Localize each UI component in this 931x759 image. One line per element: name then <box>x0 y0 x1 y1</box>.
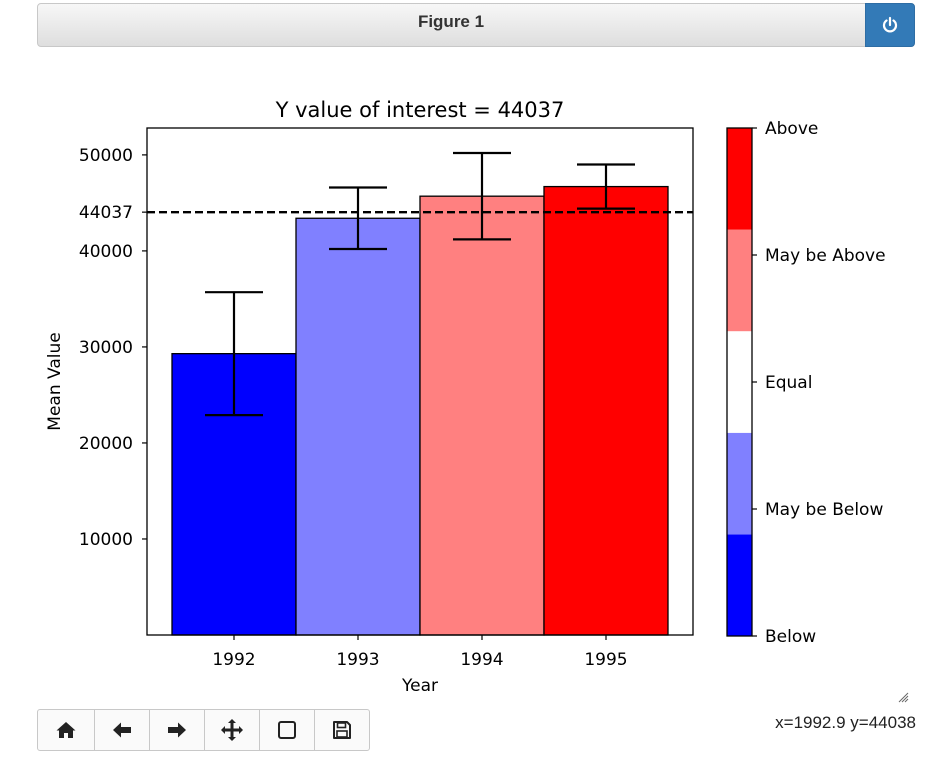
x-tick-label: 1992 <box>212 650 255 670</box>
zoom-button[interactable] <box>259 709 315 751</box>
chart[interactable]: 10000 20000 30000 40000 44037 50000 1992 1993 1… <box>0 0 931 700</box>
x-tick-label: 1994 <box>460 650 503 670</box>
y-tick-label: 50000 <box>79 146 133 166</box>
power-button[interactable] <box>865 3 915 47</box>
y-axis-label: Mean Value <box>45 332 65 430</box>
navigation-toolbar <box>37 709 370 751</box>
y-tick-label: 40000 <box>79 242 133 262</box>
colorbar-label: May be Above <box>765 246 886 266</box>
colorbar-label: Above <box>765 119 818 139</box>
y-tick-label: 10000 <box>79 530 133 550</box>
figure-titlebar: Figure 1 <box>37 3 915 47</box>
power-icon <box>882 16 898 33</box>
resize-grip-icon[interactable] <box>897 691 909 703</box>
x-axis-label: Year <box>401 676 438 696</box>
y-tick-label: 30000 <box>79 338 133 358</box>
colorbar-segment <box>727 432 752 535</box>
bar-1993 <box>295 217 421 636</box>
colorbar-segment <box>727 534 752 636</box>
square-icon <box>278 721 296 739</box>
save-button[interactable] <box>314 709 370 751</box>
bar-1995 <box>543 185 669 636</box>
arrow-right-icon <box>168 722 186 738</box>
colorbar-segment <box>727 331 752 433</box>
x-tick-label: 1993 <box>336 650 379 670</box>
error-bar-1993 <box>329 186 387 251</box>
plot-frame <box>146 127 694 636</box>
forward-button[interactable] <box>149 709 205 751</box>
home-icon <box>56 722 76 738</box>
colorbar: Below May be Below Equal May be Above Above <box>726 119 886 647</box>
colorbar-label: May be Below <box>765 500 883 520</box>
colorbar-segment <box>727 128 752 230</box>
y-tick-label: 20000 <box>79 434 133 454</box>
move-icon <box>221 719 243 741</box>
back-button[interactable] <box>94 709 150 751</box>
error-bar-1992 <box>205 291 263 417</box>
figure-title: Figure 1 <box>417 12 485 31</box>
colorbar-label: Equal <box>765 373 812 393</box>
error-bar-1994 <box>453 151 511 241</box>
colorbar-segment <box>727 229 752 332</box>
chart-title: Y value of interest = 44037 <box>275 98 565 122</box>
x-tick-label: 1995 <box>584 650 627 670</box>
y-tick-label: 44037 <box>79 203 133 223</box>
colorbar-label: Below <box>765 627 816 647</box>
save-icon <box>333 721 351 739</box>
arrow-left-icon <box>113 722 131 738</box>
bar-1994 <box>419 195 545 636</box>
error-bar-1995 <box>577 163 635 210</box>
pan-button[interactable] <box>204 709 260 751</box>
cursor-coordinates: x=1992.9 y=44038 <box>775 713 916 732</box>
home-button[interactable] <box>37 709 95 751</box>
